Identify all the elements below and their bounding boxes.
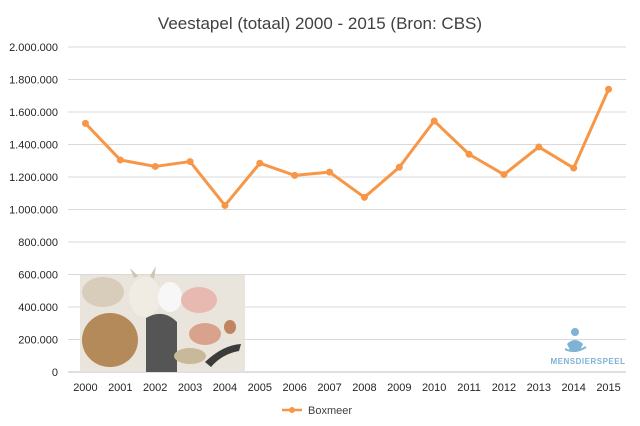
- y-tick-label: 1.400.000: [9, 140, 58, 152]
- mensdierspeel-logo: MENSDIERSPEEL: [551, 328, 626, 366]
- legend: Boxmeer: [282, 405, 352, 417]
- y-tick-label: 1.800.000: [9, 75, 58, 87]
- x-tick-label: 2004: [213, 382, 237, 394]
- data-point: [151, 162, 159, 170]
- data-point: [395, 163, 403, 171]
- y-tick-label: 1.000.000: [9, 205, 58, 217]
- data-point: [360, 193, 368, 201]
- data-point: [186, 158, 194, 166]
- x-tick-label: 2006: [282, 382, 306, 394]
- legend-marker-boxmeer: [289, 407, 295, 413]
- x-tick-label: 2000: [73, 382, 97, 394]
- data-point: [570, 164, 578, 172]
- data-point: [430, 117, 438, 125]
- data-point: [326, 168, 334, 176]
- y-axis-tick-labels: 0 200.000 400.000 600.000 800.000 1.000.000 1.…: [9, 42, 58, 379]
- x-tick-label: 2001: [108, 382, 132, 394]
- data-point: [605, 85, 613, 93]
- x-tick-label: 2013: [527, 382, 551, 394]
- x-tick-label: 2012: [492, 382, 516, 394]
- logo-text: MENSDIERSPEEL: [551, 357, 626, 366]
- y-tick-label: 1.600.000: [9, 107, 58, 119]
- series-boxmeer: [81, 85, 613, 209]
- y-tick-label: 600.000: [18, 270, 58, 282]
- x-tick-label: 2003: [178, 382, 202, 394]
- chart-title: Veestapel (totaal) 2000 - 2015 (Bron: CB…: [158, 14, 482, 33]
- data-point: [291, 171, 299, 179]
- x-tick-label: 2015: [596, 382, 620, 394]
- livestock-photo-collage-image: [80, 266, 245, 372]
- x-tick-label: 2002: [143, 382, 167, 394]
- data-point: [221, 201, 229, 209]
- data-point: [465, 150, 473, 158]
- x-tick-label: 2014: [561, 382, 585, 394]
- x-tick-label: 2009: [387, 382, 411, 394]
- y-tick-label: 0: [52, 367, 58, 379]
- x-tick-label: 2005: [248, 382, 272, 394]
- x-tick-label: 2008: [352, 382, 376, 394]
- data-point: [500, 171, 508, 179]
- y-tick-label: 200.000: [18, 335, 58, 347]
- data-point: [535, 143, 543, 151]
- series-line: [84, 88, 610, 207]
- x-tick-label: 2007: [317, 382, 341, 394]
- y-tick-label: 400.000: [18, 302, 58, 314]
- x-axis-tick-labels: 2000 2001 2002 2003 2004 2005 2006 2007 2008 2009…: [73, 382, 621, 394]
- data-point: [116, 156, 124, 164]
- legend-label-boxmeer: Boxmeer: [308, 405, 352, 417]
- data-point: [81, 119, 89, 127]
- x-tick-label: 2010: [422, 382, 446, 394]
- y-tick-label: 1.200.000: [9, 172, 58, 184]
- y-tick-label: 2.000.000: [9, 42, 58, 54]
- y-tick-label: 800.000: [18, 237, 58, 249]
- x-tick-label: 2011: [457, 382, 481, 394]
- data-point: [256, 159, 264, 167]
